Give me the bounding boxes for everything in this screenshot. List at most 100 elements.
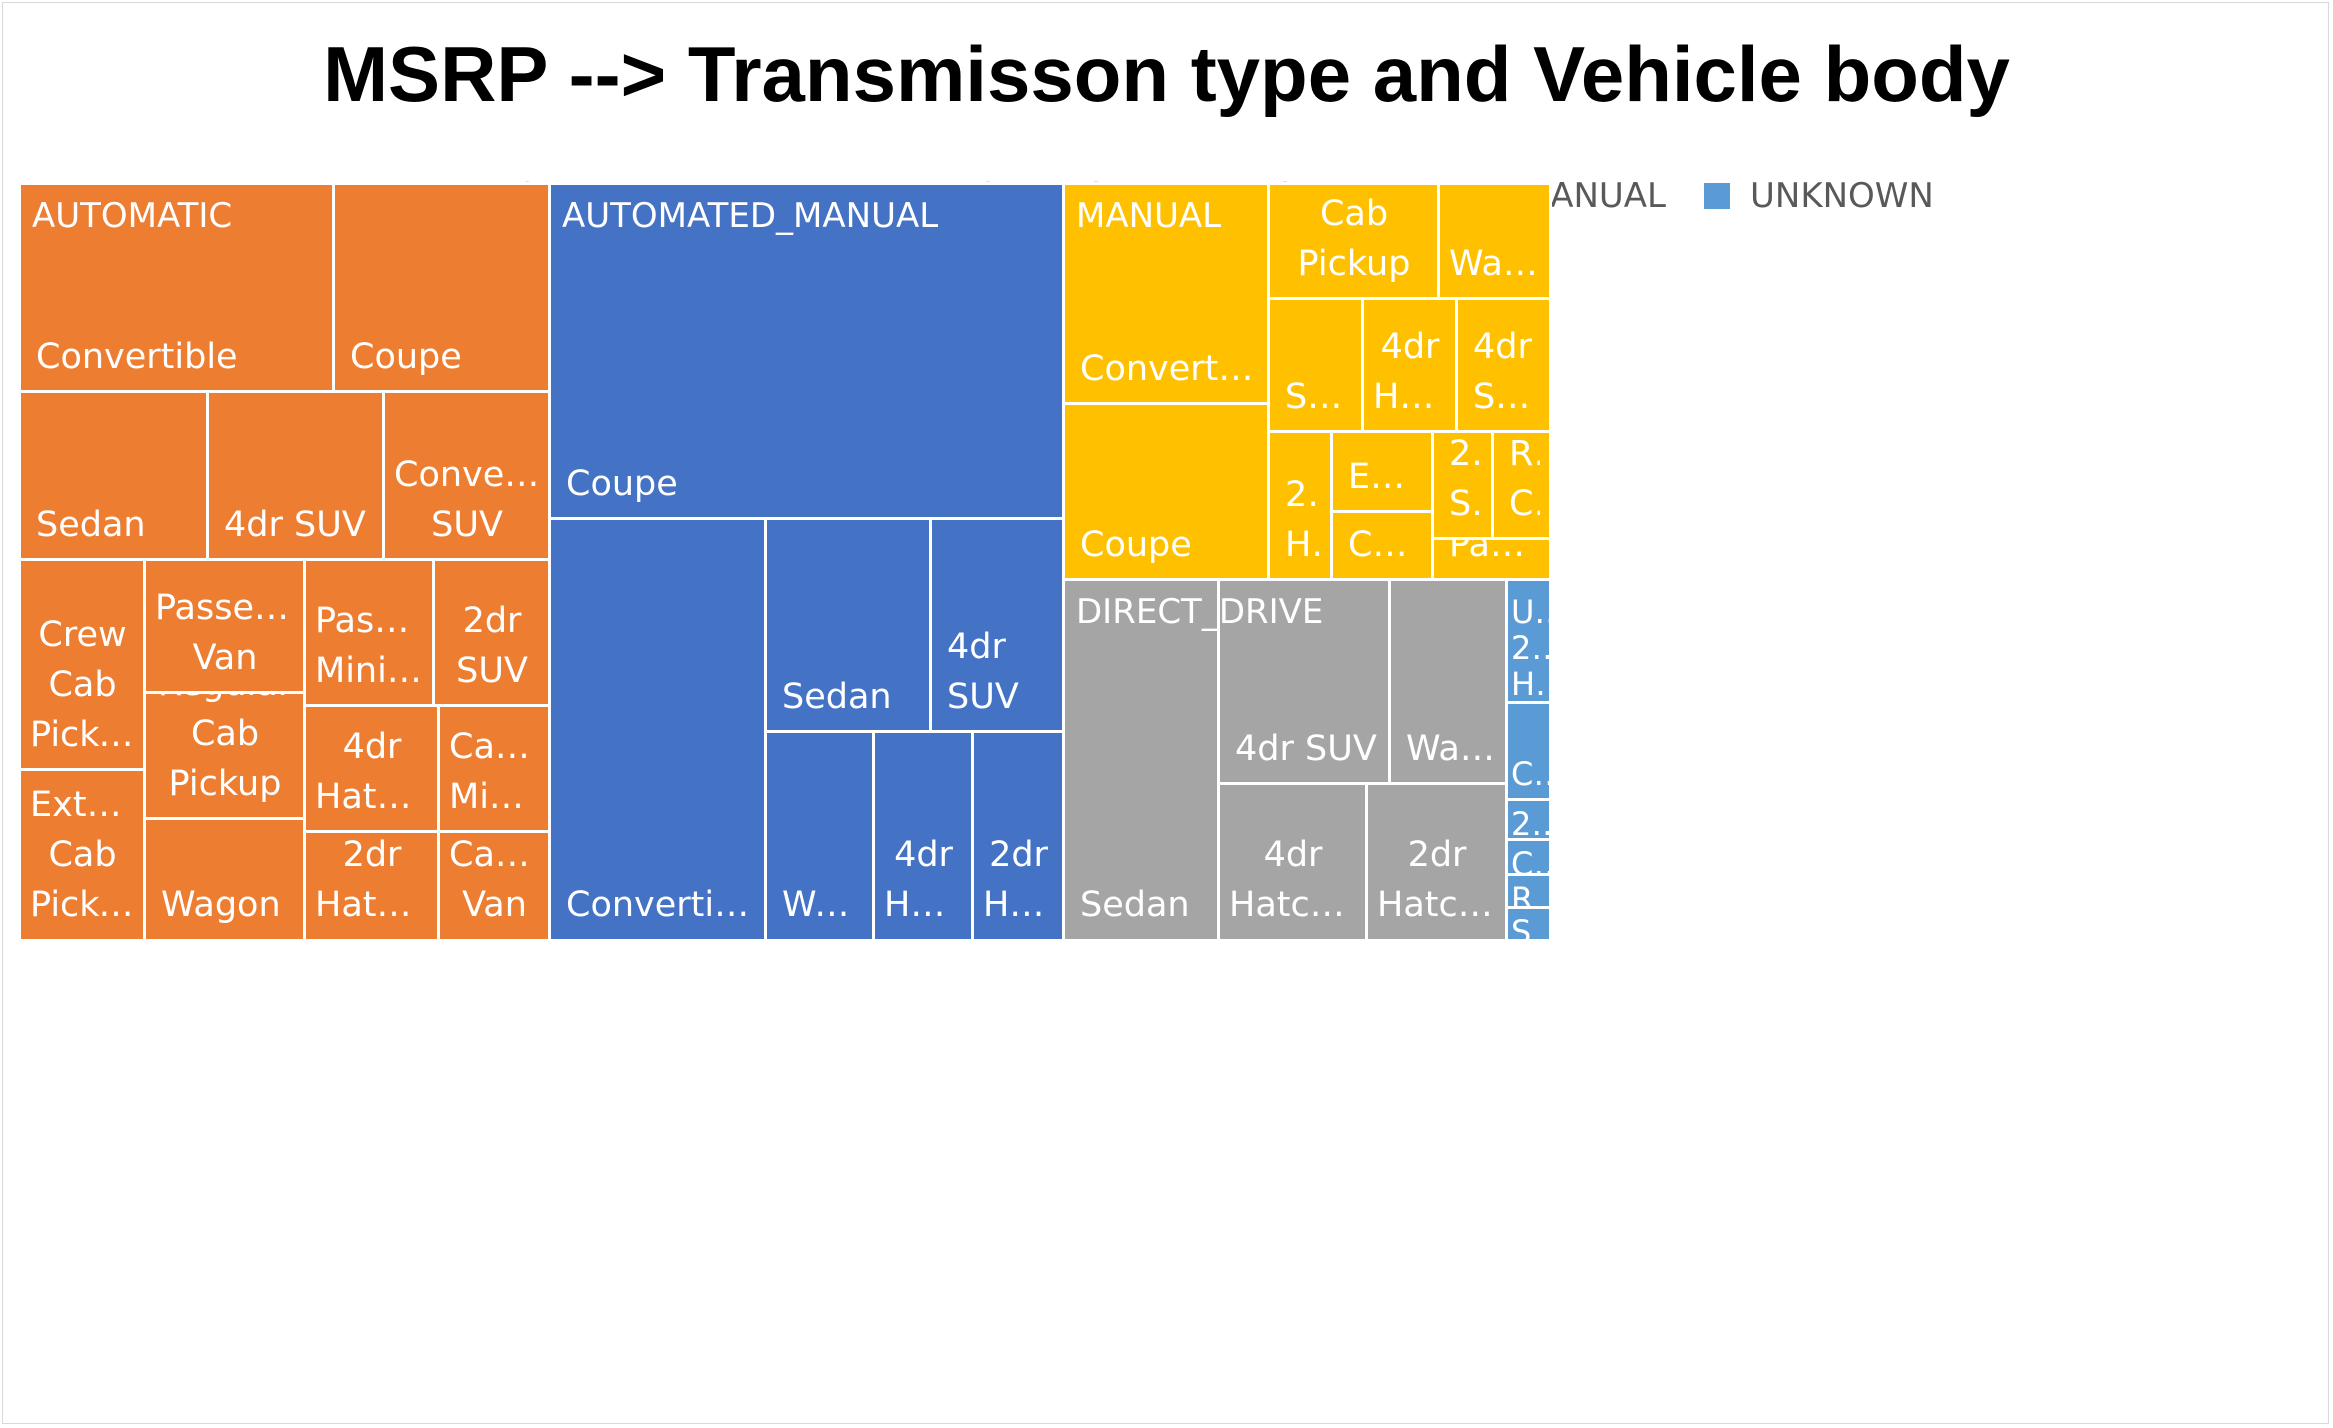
tile-label: 4drHatc…: [1373, 327, 1447, 417]
treemap-tile[interactable]: Sedan: [1267, 297, 1365, 434]
tile-label: R…C…: [1509, 434, 1540, 524]
tile-label: R…: [1511, 881, 1550, 908]
tile-label: 2…: [1511, 806, 1550, 840]
treemap-tile[interactable]: 2drHatc…: [971, 730, 1066, 942]
treemap-tile[interactable]: 4drHatchb…: [303, 704, 441, 834]
treemap-tile[interactable]: Passen…Minivan: [303, 558, 436, 708]
treemap-tile[interactable]: RegularCabPickup: [143, 691, 307, 821]
legend-item: UNKNOWN: [1704, 176, 1934, 216]
treemap-tile[interactable]: Wagon: [1437, 182, 1552, 301]
tile-label: 2…S…: [1449, 434, 1483, 524]
treemap-tile[interactable]: R…: [1505, 873, 1552, 910]
treemap-tile[interactable]: U…2…H…: [1505, 578, 1552, 705]
treemap-tile[interactable]: PassengerVan: [143, 558, 307, 695]
tile-label: 2dr SUV: [456, 601, 528, 691]
tile-label: Sedan: [1285, 377, 1353, 417]
tile-label: C…: [1511, 756, 1550, 792]
treemap-tile[interactable]: Wagon: [764, 730, 876, 942]
tile-label: Convertible: [36, 337, 238, 377]
treemap-tile[interactable]: S…: [1505, 906, 1552, 942]
tile-label: Sedan: [782, 677, 892, 717]
treemap-tile[interactable]: CargoMiniv…: [437, 704, 552, 834]
tile-label: 4dr SUV: [1235, 729, 1377, 769]
tile-label: Coupe: [566, 464, 678, 504]
tile-label: S…: [1511, 914, 1550, 940]
tile-label: Wagon: [1406, 729, 1497, 769]
tile-label: Wagon: [782, 885, 864, 925]
treemap-tile[interactable]: Coupe: [548, 182, 1066, 521]
treemap-tile[interactable]: 4dr SUV: [1217, 578, 1392, 786]
treemap-tile[interactable]: Wagon: [143, 817, 307, 942]
treemap-tile[interactable]: 4dr SUV: [206, 390, 386, 562]
tile-label: 2drHatc…: [983, 835, 1054, 925]
tile-label: Convertible: [1080, 349, 1259, 389]
tile-label: 4dr SUV: [1473, 327, 1540, 417]
tile-label: Convertible: [566, 885, 756, 925]
treemap-tile[interactable]: 2…: [1505, 798, 1552, 842]
tile-label: 2drHatchb…: [315, 835, 429, 925]
treemap-tile[interactable]: Coupe: [332, 182, 552, 394]
tile-label: 2drH…: [1285, 475, 1322, 565]
tile-label: 4drHatchb…: [315, 727, 429, 817]
tile-label: CargoMiniv…: [449, 727, 540, 817]
treemap-tile[interactable]: Coupe: [1062, 402, 1271, 582]
tile-label: Exte…: [1348, 457, 1423, 497]
treemap-tile[interactable]: Convertible: [548, 517, 768, 942]
tile-label: Wagon: [161, 885, 281, 925]
tile-label: RegularCabPickup: [158, 693, 292, 804]
treemap-tile[interactable]: Convertible: [1062, 182, 1271, 406]
tile-label: 4dr SUV: [224, 505, 366, 545]
treemap-tile[interactable]: 2drHatchb…: [303, 830, 441, 942]
tile-label: PassengerVan: [155, 588, 295, 678]
tile-label: Passen…Minivan: [315, 601, 424, 691]
tile-label: Coupe: [350, 337, 462, 377]
tile-label: 4drHatchback: [1229, 835, 1357, 925]
treemap-tile[interactable]: 4drHatchback: [1217, 782, 1369, 942]
treemap-tile[interactable]: 2drHatchback: [1365, 782, 1509, 942]
treemap-tile[interactable]: 2dr SUV: [432, 558, 552, 708]
tile-label: Conv…: [1348, 525, 1423, 565]
tile-label: Sedan: [36, 505, 146, 545]
tile-label: Passe…: [1449, 539, 1540, 565]
tile-label: ConvertibleSUV: [394, 455, 540, 545]
legend-swatch: [1704, 183, 1730, 209]
treemap-tile[interactable]: C…: [1505, 701, 1552, 802]
chart-title: MSRP --> Transmisson type and Vehicle bo…: [323, 30, 2010, 118]
tile-label: CargoVan: [449, 835, 540, 925]
treemap-tile[interactable]: Wagon: [1388, 578, 1509, 786]
treemap-tile[interactable]: 4drHatc…: [1361, 297, 1459, 434]
treemap-tile[interactable]: CargoVan: [437, 830, 552, 942]
legend-label: UNKNOWN: [1750, 176, 1934, 216]
treemap-tile[interactable]: 4dr SUV: [1455, 297, 1552, 434]
treemap-tile[interactable]: 2drH…: [1267, 430, 1334, 582]
treemap-tile[interactable]: C…: [1505, 838, 1552, 877]
tile-label: 4dr SUV: [947, 627, 1019, 717]
tile-label: C…: [1511, 846, 1550, 875]
treemap-tile[interactable]: Sedan: [1062, 578, 1221, 942]
treemap-tile[interactable]: 4dr SUV: [929, 517, 1066, 734]
tile-label: 2drHatchback: [1377, 835, 1497, 925]
treemap-tile[interactable]: Sedan: [764, 517, 933, 734]
treemap-tile[interactable]: Exte…: [1330, 430, 1435, 514]
treemap-tile[interactable]: 2…S…: [1431, 430, 1495, 541]
treemap-tile[interactable]: Conv…: [1330, 510, 1435, 582]
treemap-tile[interactable]: Passe…: [1431, 537, 1552, 582]
tile-label: Sedan: [1080, 885, 1190, 925]
tile-label: U…2…H…: [1511, 594, 1550, 702]
treemap-tile[interactable]: Sedan: [18, 390, 210, 562]
treemap-tile[interactable]: ConvertibleSUV: [382, 390, 552, 562]
treemap-tile[interactable]: Convertible: [18, 182, 336, 394]
tile-label: Coupe: [1080, 525, 1192, 565]
treemap-tile[interactable]: R…C…: [1491, 430, 1552, 541]
tile-label: Wagon: [1449, 244, 1540, 284]
